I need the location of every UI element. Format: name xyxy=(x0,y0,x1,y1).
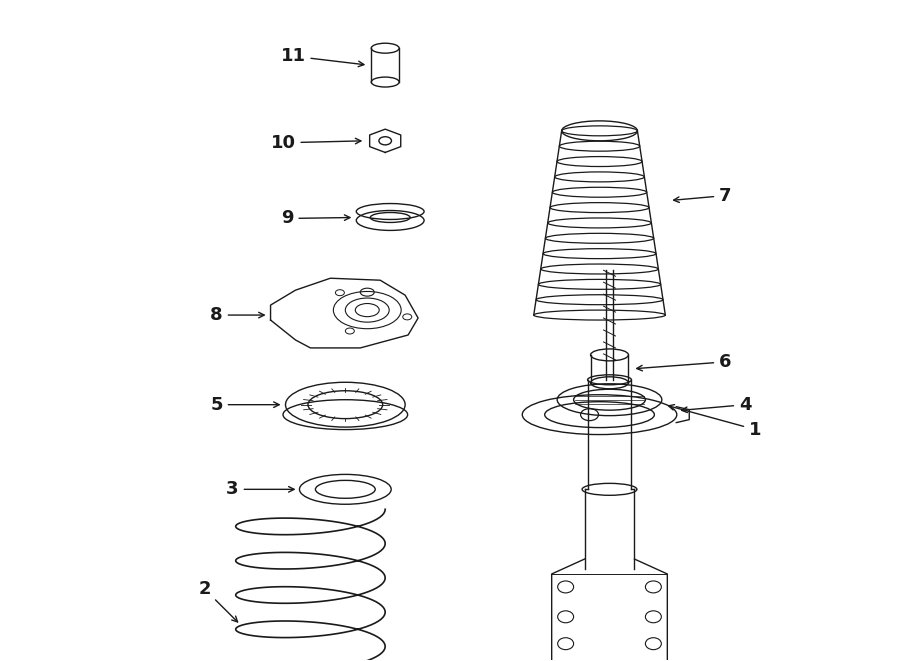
Text: 10: 10 xyxy=(271,134,361,152)
Text: 8: 8 xyxy=(210,306,265,324)
Text: 1: 1 xyxy=(669,405,761,439)
Text: 9: 9 xyxy=(281,210,350,227)
Text: 3: 3 xyxy=(226,481,294,498)
Text: 4: 4 xyxy=(681,396,751,414)
Text: 6: 6 xyxy=(637,353,732,371)
Text: 2: 2 xyxy=(198,580,238,622)
Text: 7: 7 xyxy=(673,186,732,204)
Text: 5: 5 xyxy=(211,396,279,414)
Text: 11: 11 xyxy=(281,47,364,67)
